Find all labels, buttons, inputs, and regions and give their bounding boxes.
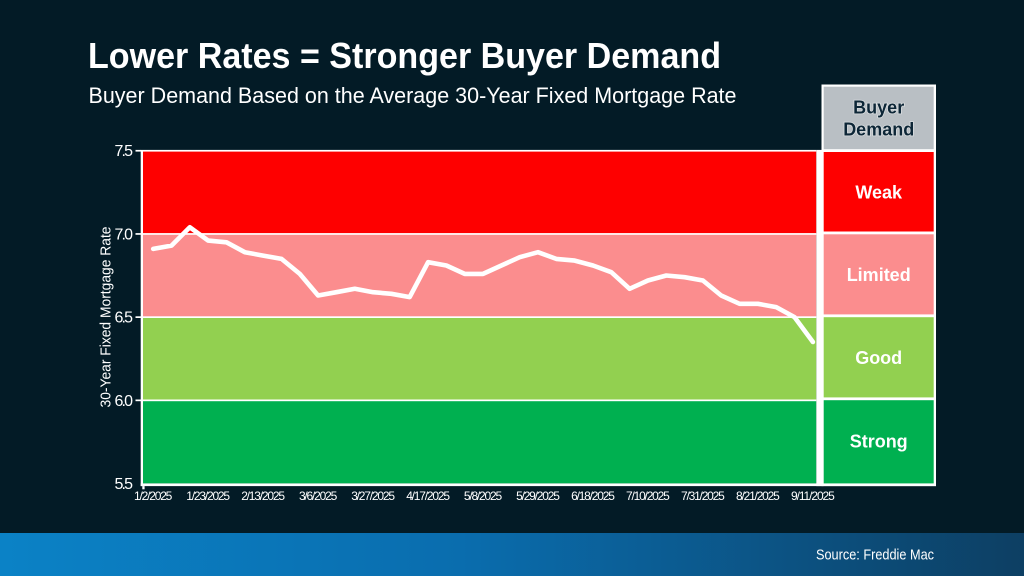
svg-text:5/29/2025: 5/29/2025 xyxy=(516,489,560,503)
svg-text:Buyer Demand Based on the Aver: Buyer Demand Based on the Average 30-Yea… xyxy=(89,83,737,108)
svg-text:7.0: 7.0 xyxy=(115,226,134,243)
svg-text:7/10/2025: 7/10/2025 xyxy=(626,489,670,503)
svg-text:Source: Freddie Mac: Source: Freddie Mac xyxy=(816,548,934,564)
svg-text:8/21/2025: 8/21/2025 xyxy=(736,489,780,503)
svg-text:6/18/2025: 6/18/2025 xyxy=(571,489,615,503)
svg-text:6.5: 6.5 xyxy=(115,310,134,327)
svg-text:30-Year Fixed Mortgage Rate: 30-Year Fixed Mortgage Rate xyxy=(98,227,115,408)
svg-text:3/27/2025: 3/27/2025 xyxy=(351,489,395,503)
svg-text:Good: Good xyxy=(855,348,902,368)
svg-text:Strong: Strong xyxy=(850,432,908,452)
svg-text:Demand: Demand xyxy=(843,120,914,140)
svg-text:Lower Rates = Stronger Buyer D: Lower Rates = Stronger Buyer Demand xyxy=(88,35,721,76)
svg-text:2/13/2025: 2/13/2025 xyxy=(241,489,285,503)
svg-text:5/8/2025: 5/8/2025 xyxy=(464,489,503,503)
svg-text:4/17/2025: 4/17/2025 xyxy=(406,489,450,503)
svg-text:Limited: Limited xyxy=(847,265,911,285)
svg-text:5.5: 5.5 xyxy=(115,476,134,493)
svg-text:7/31/2025: 7/31/2025 xyxy=(681,489,725,503)
svg-text:9/11/2025: 9/11/2025 xyxy=(791,489,835,503)
svg-text:6.0: 6.0 xyxy=(115,393,134,410)
svg-text:1/2/2025: 1/2/2025 xyxy=(134,489,173,503)
svg-text:3/6/2025: 3/6/2025 xyxy=(299,489,338,503)
svg-text:1/23/2025: 1/23/2025 xyxy=(186,489,230,503)
svg-text:7.5: 7.5 xyxy=(115,143,134,160)
svg-text:Weak: Weak xyxy=(855,183,903,203)
svg-text:Buyer: Buyer xyxy=(853,98,904,118)
